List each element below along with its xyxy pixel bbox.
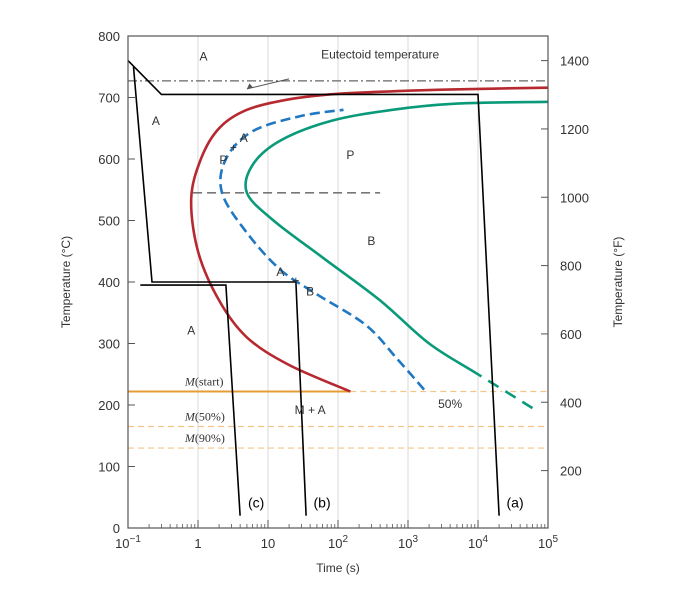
m-label: M(50%) <box>184 410 225 424</box>
y-tick-label-right: 400 <box>560 395 582 410</box>
x-tick-label: 10−1 <box>115 534 141 551</box>
y-tick-label-left: 700 <box>98 91 120 106</box>
fifty-percent-label: 50% <box>438 397 462 411</box>
transition-upper-label: A <box>240 131 248 145</box>
transformation-curves <box>189 86 549 410</box>
curve-fifty <box>219 108 426 391</box>
y-tick-label-left: 500 <box>98 214 120 229</box>
x-tick-label: 1 <box>194 536 201 551</box>
y-tick-label-right: 1200 <box>560 122 589 137</box>
region-label: M + A <box>295 403 326 417</box>
y-tick-label-right: 1400 <box>560 54 589 69</box>
martensite-lines <box>128 390 548 449</box>
region-label: P <box>346 148 354 162</box>
y-tick-label-left: 0 <box>113 521 120 536</box>
transition-upper-label: P <box>219 153 227 167</box>
y-tick-label-right: 800 <box>560 259 582 274</box>
y-tick-label-right: 1000 <box>560 190 589 205</box>
y-tick-label-left: 300 <box>98 337 120 352</box>
eutectoid-pointer <box>246 78 290 90</box>
cooling-path <box>127 60 500 516</box>
m-label: M(start) <box>184 374 224 388</box>
y-tick-label-left: 800 <box>98 29 120 44</box>
y-axis-title-left: Temperature (°C) <box>59 236 73 328</box>
y-tick-label-left: 400 <box>98 275 120 290</box>
cooling-path <box>140 284 241 516</box>
y-tick-label-right: 600 <box>560 327 582 342</box>
y-tick-label-right: 200 <box>560 464 582 479</box>
cooling-path-label: (a) <box>507 495 524 511</box>
cooling-path-label: (c) <box>248 495 264 511</box>
transition-upper-label: + <box>230 141 237 155</box>
cooling-path <box>132 66 307 516</box>
x-tick-label: 103 <box>398 534 418 551</box>
transition-lower-label: B <box>306 285 314 299</box>
cooling-paths <box>127 60 500 516</box>
x-axis-title: Time (s) <box>316 561 360 575</box>
region-label: B <box>367 234 375 248</box>
m-label: M(90%) <box>184 431 225 445</box>
y-tick-label-left: 200 <box>98 398 120 413</box>
region-label: A <box>152 114 160 128</box>
curve-start <box>189 86 549 393</box>
x-tick-label: 105 <box>538 534 558 551</box>
curve-finish-dash-overlay <box>477 372 534 410</box>
transition-lower-label: + <box>292 273 299 287</box>
x-tick-label: 104 <box>468 534 488 551</box>
x-tick-label: 10 <box>261 536 275 551</box>
x-tick-label: 102 <box>328 534 348 551</box>
cooling-path-label: (b) <box>314 495 331 511</box>
eutectoid-arrowhead <box>246 83 253 89</box>
y-axis-title-right: Temperature (°F) <box>611 237 625 328</box>
eutectoid-label: Eutectoid temperature <box>321 47 439 61</box>
chart-labels: Eutectoid temperature M(start) M(50%) M(90%… <box>59 47 625 575</box>
axis-ticks: 0 100 200 300 400 500 600 700 800 200 400 600 800 100… <box>98 29 589 551</box>
region-label: A <box>187 323 195 337</box>
region-label: A <box>200 50 208 64</box>
y-tick-label-left: 100 <box>98 460 120 475</box>
curve-finish <box>244 100 549 410</box>
transition-lower-label: A <box>276 265 284 279</box>
y-tick-label-left: 600 <box>98 152 120 167</box>
